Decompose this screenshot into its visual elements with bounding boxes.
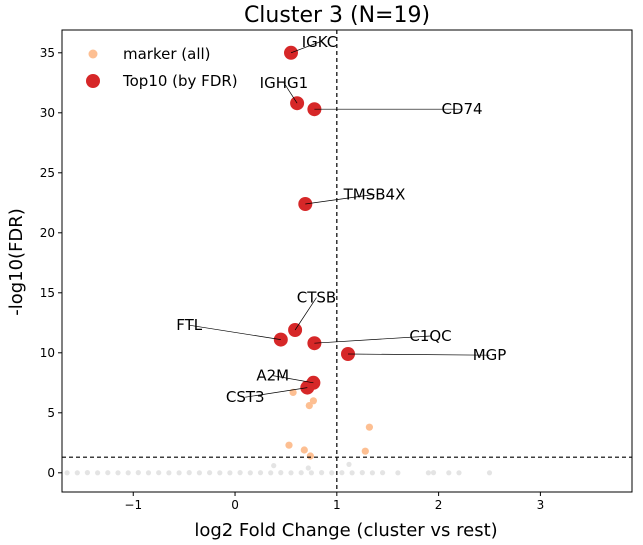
y-axis-label: -log10(FDR) <box>6 208 27 316</box>
data-point-s0-13 <box>196 470 202 476</box>
y-tick-label: 10 <box>40 346 55 360</box>
data-point-s0-18 <box>247 470 253 476</box>
data-point-s0-32 <box>395 470 401 476</box>
gene-label-a2m: A2M <box>256 367 289 385</box>
data-point-s1-4 <box>365 423 373 431</box>
annotation-line-ctsb <box>294 297 317 331</box>
data-point-s0-1 <box>74 470 80 476</box>
gene-label-ctsb: CTSB <box>297 289 336 307</box>
gene-label-cst3: CST3 <box>226 388 265 406</box>
x-tick-label: 0 <box>231 498 239 512</box>
gene-label-mgp: MGP <box>473 346 507 364</box>
annotation-line-a2m <box>272 375 314 384</box>
data-point-s0-0 <box>64 470 70 476</box>
data-point-s0-26 <box>329 470 335 476</box>
data-point-s0-30 <box>369 470 375 476</box>
data-point-s0-39 <box>346 461 352 467</box>
data-point-s0-11 <box>176 470 182 476</box>
data-point-s1-5 <box>289 388 297 396</box>
data-point-s0-4 <box>105 470 111 476</box>
gene-label-igkc: IGKC <box>302 33 338 51</box>
y-tick-label: 25 <box>40 166 55 180</box>
data-point-s0-12 <box>186 470 192 476</box>
annotation-line-tmsb4x <box>305 194 375 205</box>
data-point-s0-9 <box>156 470 162 476</box>
data-point-s0-27 <box>339 470 345 476</box>
gene-label-cd74: CD74 <box>441 100 482 118</box>
chart-title: Cluster 3 (N=19) <box>244 3 430 28</box>
plot-area: IGKC IGHG1 CD74 TMSB4X CTSB FTL C1QC MGP A2M CST3 <box>62 30 632 492</box>
data-point-s0-3 <box>95 470 101 476</box>
annotation-line-c1qc <box>314 335 431 344</box>
plot-frame <box>61 29 633 493</box>
y-tick-label: 15 <box>40 286 55 300</box>
data-point-s0-38 <box>271 463 277 469</box>
data-point-s0-24 <box>308 470 314 476</box>
data-point-s0-28 <box>349 470 355 476</box>
data-point-s1-0 <box>285 441 293 449</box>
data-point-s0-20 <box>268 470 274 476</box>
annotation-line-mgp <box>347 353 490 356</box>
data-point-s0-25 <box>319 470 325 476</box>
data-point-s0-34 <box>430 470 437 476</box>
data-point-s1-7 <box>309 397 317 405</box>
data-point-s0-40 <box>305 465 311 471</box>
data-point-s0-5 <box>115 470 121 476</box>
y-tick-label: 20 <box>40 226 55 240</box>
gene-label-ighg1: IGHG1 <box>260 74 309 92</box>
data-point-s0-19 <box>257 470 264 476</box>
x-tick-label: −1 <box>124 498 142 512</box>
data-point-s0-22 <box>288 470 294 476</box>
x-axis-label: log2 Fold Change (cluster vs rest) <box>194 520 497 541</box>
legend: marker (all) Top10 (by FDR) <box>86 45 238 90</box>
data-point-s1-2 <box>306 452 314 460</box>
data-point-s0-23 <box>298 470 304 476</box>
x-tick-label: 2 <box>435 498 443 512</box>
data-point-s0-36 <box>456 470 462 476</box>
data-point-s0-14 <box>207 470 213 476</box>
data-point-s1-1 <box>300 446 308 454</box>
gene-label-tmsb4x: TMSB4X <box>343 185 406 203</box>
legend-marker-0 <box>88 49 98 59</box>
legend-label-1: Top10 (by FDR) <box>122 72 238 90</box>
data-point-s0-15 <box>217 470 223 476</box>
data-point-s1-6 <box>305 402 313 410</box>
y-tick-label: 5 <box>47 406 55 420</box>
data-point-s0-16 <box>227 470 233 476</box>
legend-label-0: marker (all) <box>123 45 211 63</box>
x-tick-label: 1 <box>333 498 341 512</box>
data-point-s0-31 <box>380 470 386 476</box>
annotation-line-ftl <box>189 324 281 340</box>
data-point-s0-21 <box>278 470 284 476</box>
points-group <box>64 45 493 476</box>
data-point-s0-17 <box>237 470 243 476</box>
data-point-s0-7 <box>135 470 141 476</box>
gene-label-ftl: FTL <box>176 316 203 334</box>
y-tick-label: 35 <box>40 46 55 60</box>
y-tick-label: 0 <box>47 466 55 480</box>
data-point-s0-6 <box>125 470 131 476</box>
data-point-s0-29 <box>359 470 365 476</box>
data-point-s0-2 <box>84 470 90 476</box>
data-point-s0-8 <box>145 470 152 476</box>
annotation-line-cst3 <box>245 387 308 398</box>
x-tick-label: 3 <box>537 498 545 512</box>
legend-marker-1 <box>86 74 100 88</box>
data-point-s0-10 <box>166 470 172 476</box>
annotation-line-igkc <box>290 41 320 54</box>
data-point-s0-33 <box>425 470 431 476</box>
data-point-s0-37 <box>486 470 493 476</box>
y-tick-label: 30 <box>40 106 55 120</box>
annotation-line-ighg1 <box>283 82 298 104</box>
data-point-s1-3 <box>361 447 369 455</box>
gene-label-c1qc: C1QC <box>409 327 451 345</box>
data-point-s0-35 <box>446 470 452 476</box>
